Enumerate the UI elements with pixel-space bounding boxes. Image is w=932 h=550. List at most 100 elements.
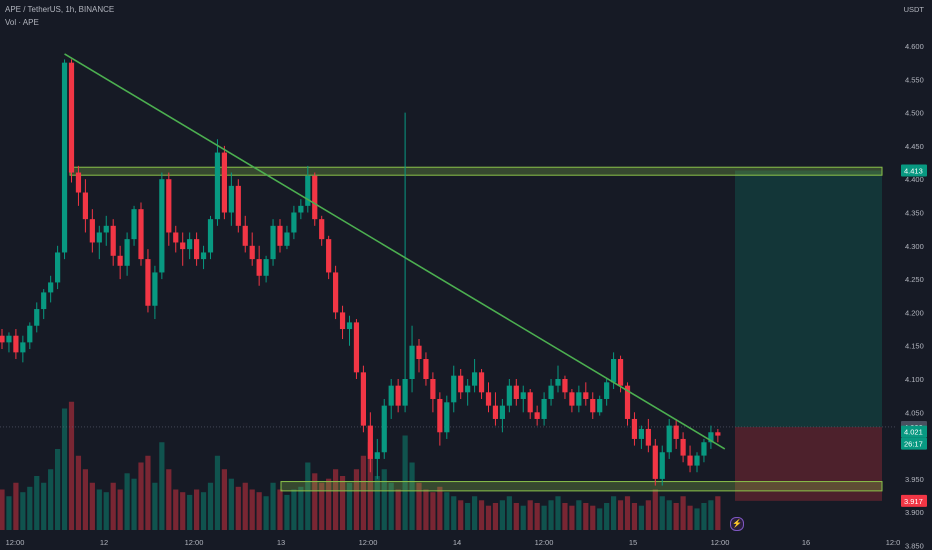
- time-tick-label: 12:00: [185, 538, 204, 547]
- time-axis: 12:00 12 12:00 13 12:00 14 12:00 15 12:00 16 12:0: [6, 538, 901, 547]
- volume-legend[interactable]: Vol · APE: [5, 18, 39, 27]
- candle: [326, 239, 332, 273]
- volume-bar: [312, 473, 318, 530]
- price-badge-label: 4.021: [904, 428, 923, 437]
- candle: [145, 259, 151, 306]
- candle: [437, 398, 443, 433]
- time-tick-label: 15: [629, 538, 637, 547]
- candle: [597, 398, 603, 413]
- candle: [159, 179, 165, 273]
- candle: [20, 342, 26, 353]
- candle: [312, 175, 318, 220]
- candle: [485, 392, 492, 406]
- candle: [458, 375, 464, 393]
- price-tick-label: 4.600: [905, 42, 924, 51]
- volume-bar: [437, 486, 443, 530]
- volume-bar: [694, 508, 700, 530]
- volume-bar: [27, 486, 33, 530]
- price-tick-label: 3.900: [905, 508, 924, 517]
- lightning-icon[interactable]: ⚡: [730, 517, 744, 531]
- volume-bar: [666, 500, 672, 530]
- candle: [27, 325, 33, 343]
- volume-bar: [492, 503, 499, 530]
- currency-label[interactable]: USDT: [903, 5, 924, 14]
- volume-bar: [590, 505, 596, 530]
- candle: [277, 225, 283, 246]
- volume-bar: [611, 496, 617, 530]
- candle: [583, 392, 589, 399]
- candle: [367, 425, 373, 459]
- volume-bar: [242, 482, 248, 530]
- candle: [270, 225, 276, 260]
- candle: [576, 392, 582, 406]
- candle: [48, 282, 54, 293]
- volume-bar: [360, 455, 366, 530]
- volume-bar: [131, 478, 137, 530]
- price-tick-label: 4.050: [905, 408, 924, 417]
- candle: [555, 379, 561, 386]
- candle: [152, 272, 158, 306]
- volume-bar: [346, 482, 353, 530]
- candle: [124, 239, 130, 266]
- position-layer: [0, 170, 895, 501]
- volume-bar: [520, 505, 526, 530]
- candle: [305, 175, 311, 206]
- candle: [256, 259, 262, 276]
- volume-bar: [284, 494, 290, 530]
- volume-bar: [423, 489, 429, 530]
- candle: [13, 335, 19, 353]
- volume-bar: [187, 494, 193, 530]
- volume-bar: [256, 492, 262, 530]
- volume-bar: [305, 462, 311, 530]
- candle: [541, 398, 547, 419]
- volume-bar: [527, 500, 533, 530]
- candle: [673, 425, 679, 439]
- volume-bar: [374, 476, 380, 530]
- volume-bar: [319, 482, 325, 530]
- volume-bar: [194, 489, 200, 530]
- candle: [89, 219, 95, 243]
- volume-bar: [409, 462, 415, 530]
- candle: [235, 185, 241, 226]
- candle: [180, 242, 186, 250]
- volume-bar: [207, 482, 214, 530]
- volume-bar: [110, 482, 116, 530]
- target-zone: [735, 170, 882, 427]
- volume-bar: [624, 496, 631, 530]
- volume-bar: [617, 500, 624, 530]
- candle: [381, 405, 387, 453]
- price-tick-label: 4.550: [905, 75, 924, 84]
- candle: [645, 428, 651, 446]
- volume-bar: [680, 496, 686, 530]
- candle: [617, 359, 624, 386]
- price-tick-label: 4.100: [905, 375, 924, 384]
- volume-bar: [444, 492, 450, 530]
- price-tick-label: 4.250: [905, 275, 924, 284]
- volume-bar: [499, 500, 505, 530]
- volume-bar: [20, 492, 26, 530]
- candle: [96, 232, 102, 243]
- candle: [374, 452, 380, 459]
- candle: [694, 455, 700, 466]
- volume-bar: [534, 503, 540, 530]
- volume-bar: [68, 401, 75, 530]
- volume-bar: [478, 500, 485, 530]
- volume-bar: [402, 435, 408, 530]
- trendline: [64, 53, 726, 450]
- price-tick-label: 3.950: [905, 475, 924, 484]
- volume-bar: [715, 496, 721, 530]
- candle: [409, 345, 415, 379]
- candle: [173, 232, 179, 243]
- candle: [249, 245, 255, 260]
- candle: [590, 398, 596, 413]
- volume-layer: [0, 401, 721, 530]
- volume-bar: [263, 496, 269, 530]
- candle: [527, 392, 533, 413]
- candle: [110, 225, 116, 256]
- volume-bar: [513, 503, 519, 530]
- time-tick-label: 12:00: [359, 538, 378, 547]
- symbol-title[interactable]: APE / TetherUS, 1h, BINANCE: [5, 5, 115, 14]
- volume-bar: [604, 503, 610, 530]
